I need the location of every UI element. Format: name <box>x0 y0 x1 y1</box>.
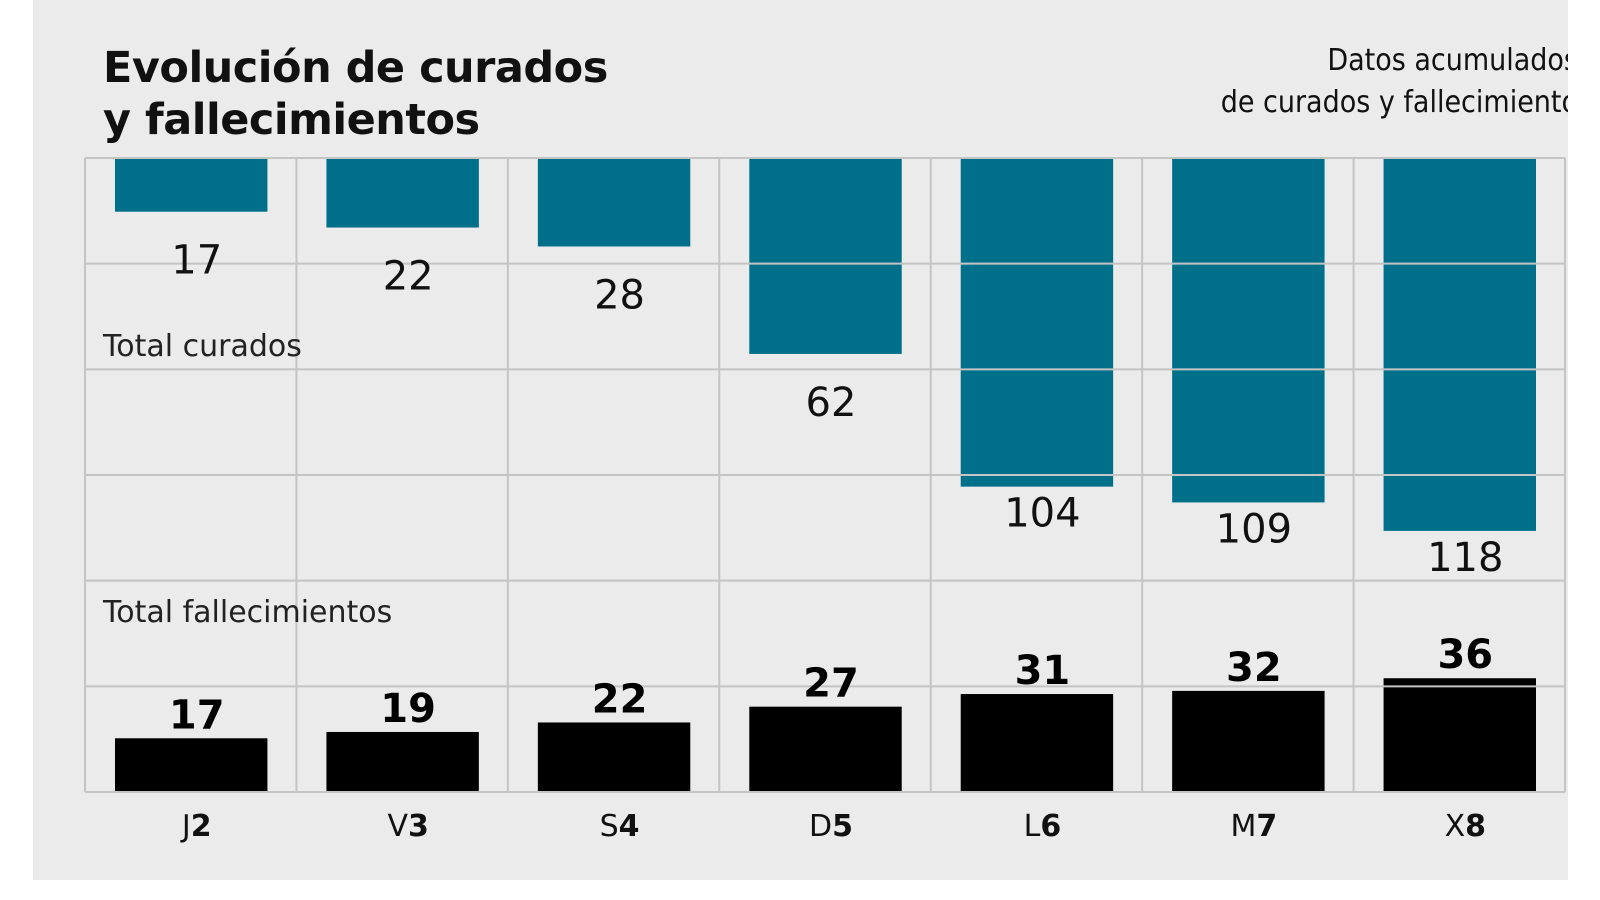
curados-bar <box>960 158 1114 487</box>
x-tick-label: X8 <box>1445 809 1486 844</box>
fallecimientos-value-label: 27 <box>803 661 859 707</box>
x-tick-number: 6 <box>1040 809 1061 844</box>
curados-value-label: 62 <box>806 380 857 426</box>
chart-subtitle: Datos acumulados de curados y fallecimie… <box>1221 40 1568 124</box>
x-tick-day: S <box>600 809 619 844</box>
fallecimientos-bar <box>537 722 691 792</box>
x-tick-day: J <box>180 809 191 844</box>
curados-value-label: 109 <box>1216 506 1292 552</box>
fallecimientos-value-label: 36 <box>1437 632 1493 678</box>
fallecimientos-bar <box>115 738 268 792</box>
series-label-fallecimientos: Total fallecimientos <box>102 595 392 630</box>
curados-bar <box>749 158 902 354</box>
chart-title: Evolución de curados y fallecimientos <box>103 42 608 146</box>
series-label-curados: Total curados <box>102 329 302 364</box>
x-tick-day: X <box>1445 809 1466 844</box>
title-line-1: Evolución de curados <box>103 43 608 93</box>
curados-bar <box>1383 158 1536 531</box>
fallecimientos-value-label: 31 <box>1015 648 1071 694</box>
subtitle-line-1: Datos acumulados <box>1327 43 1568 78</box>
x-tick-label: S4 <box>600 809 640 844</box>
curados-bar <box>326 158 479 228</box>
fallecimientos-bar <box>960 694 1114 792</box>
fallecimientos-value-label: 22 <box>592 676 648 722</box>
curados-bar <box>1172 158 1325 503</box>
curados-value-label: 22 <box>383 254 434 300</box>
subtitle-line-2: de curados y fallecimiento <box>1220 85 1568 120</box>
x-tick-day: V <box>387 809 408 844</box>
x-tick-number: 8 <box>1465 809 1486 844</box>
x-tick-number: 7 <box>1256 809 1277 844</box>
x-tick-number: 2 <box>191 809 212 844</box>
fallecimientos-value-label: 32 <box>1226 645 1282 691</box>
x-tick-number: 3 <box>408 809 429 844</box>
x-tick-day: M <box>1230 809 1256 844</box>
x-tick-number: 4 <box>619 809 640 844</box>
curados-bar <box>537 158 691 247</box>
fallecimientos-bar <box>1383 678 1536 792</box>
fallecimientos-bar <box>1172 690 1325 792</box>
x-tick-day: D <box>809 809 832 844</box>
x-tick-label: L6 <box>1024 809 1062 844</box>
fallecimientos-bar <box>326 731 479 792</box>
fallecimientos-value-label: 17 <box>169 692 225 738</box>
x-tick-label: M7 <box>1230 809 1277 844</box>
title-line-2: y fallecimientos <box>103 95 480 145</box>
x-tick-day: L <box>1024 809 1041 844</box>
x-tick-label: J2 <box>180 809 212 844</box>
curados-value-label: 28 <box>594 272 645 318</box>
x-tick-label: V3 <box>387 809 428 844</box>
curados-value-label: 17 <box>171 238 222 284</box>
fallecimientos-bar <box>749 706 902 792</box>
curados-value-label: 104 <box>1004 491 1080 537</box>
x-tick-number: 5 <box>832 809 853 844</box>
fallecimientos-value-label: 19 <box>380 686 436 732</box>
curados-bar <box>115 158 268 212</box>
curados-value-label: 118 <box>1427 535 1503 581</box>
x-tick-label: D5 <box>809 809 853 844</box>
